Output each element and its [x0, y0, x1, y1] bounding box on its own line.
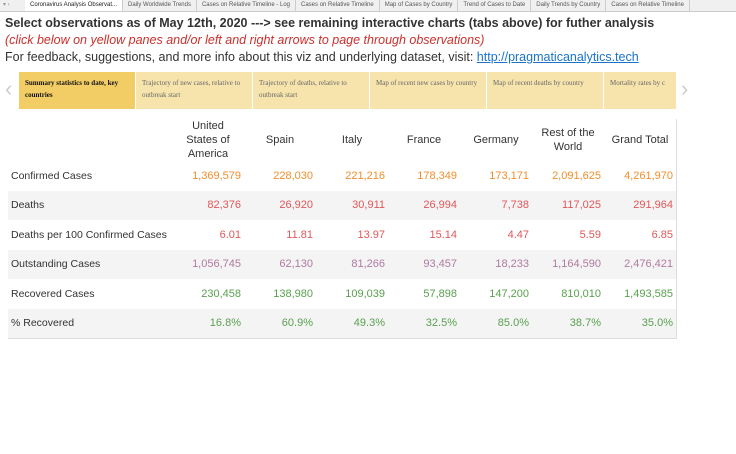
table-cell: 1,164,590 — [532, 249, 604, 279]
table-cell: 230,458 — [201, 287, 241, 300]
table-cell: 1,056,745 — [172, 249, 244, 279]
table-cell: 15.14 — [429, 228, 457, 241]
sheet-tab[interactable]: Map of Cases by Country — [380, 0, 459, 11]
story-pane[interactable]: Mortality rates by c — [604, 72, 676, 109]
column-header: Italy — [341, 134, 363, 146]
table-cell: 4,261,970 — [624, 169, 673, 182]
table-cell: 30,911 — [316, 190, 388, 220]
row-label: Confirmed Cases — [11, 169, 93, 182]
row-label: Recovered Cases — [11, 287, 95, 300]
table-row: Recovered Cases 230,458 138,980 109,039 57,8… — [8, 279, 676, 309]
table-cell: 2,476,421 — [604, 249, 676, 279]
story-panes: Summary statistics to date, key countrie… — [19, 72, 677, 109]
table-cell: 26,994 — [388, 190, 460, 220]
table-cell: 2,091,625 — [552, 169, 601, 182]
story-pane[interactable]: Map of recent new cases by country — [370, 72, 486, 109]
table-cell: 81,266 — [316, 249, 388, 279]
table-cell: 62,130 — [244, 249, 316, 279]
table-cell: 85.0% — [460, 308, 532, 338]
table-cell: 57,898 — [423, 287, 457, 300]
table-cell: 221,216 — [345, 169, 385, 182]
header: Select observations as of May 12th, 2020… — [0, 12, 736, 66]
column-header: Rest of the World — [541, 127, 595, 153]
sheet-tab[interactable]: Cases on Relative Timeline — [296, 0, 380, 11]
sheet-tab[interactable]: Daily Trends by Country — [531, 0, 607, 11]
column-header: United States of America — [186, 120, 230, 160]
table-cell: 5.59 — [579, 228, 601, 241]
table-cell: 11.81 — [286, 228, 313, 241]
table-row: Outstanding Cases 1,056,745 62,130 81,266 93… — [8, 249, 676, 279]
table-cell: 7,738 — [460, 190, 532, 220]
sheet-tab[interactable]: Trend of Cases to Date — [458, 0, 532, 11]
story-pane[interactable]: Trajectory of new cases, relative to out… — [136, 72, 252, 109]
table-cell: 93,457 — [388, 249, 460, 279]
table-row: Deaths per 100 Confirmed Cases 6.01 11.81 1… — [8, 220, 676, 250]
story-pane[interactable]: Map of recent deaths by country — [487, 72, 603, 109]
row-label: Deaths — [8, 190, 172, 220]
row-label: Deaths per 100 Confirmed Cases — [11, 228, 167, 241]
website-link[interactable]: http://pragmaticanalytics.tech — [476, 50, 639, 64]
sheet-tabs: ▾ ‹ Coronavirus Analysis Observat... Dail… — [0, 0, 736, 12]
summary-table: United States of America Spain Italy France… — [8, 119, 676, 338]
tab-scroll-icon[interactable]: ▾ ‹ — [3, 2, 10, 8]
sheet-tab[interactable]: Coronavirus Analysis Observat... — [25, 0, 124, 11]
table-cell: 60.9% — [244, 308, 316, 338]
table-cell: 6.01 — [219, 228, 241, 241]
table-cell: 1,369,579 — [192, 169, 241, 182]
page-title: Select observations as of May 12th, 2020… — [5, 16, 655, 30]
column-header: Grand Total — [611, 134, 669, 146]
table-cell: 16.8% — [172, 308, 244, 338]
sheet-tab[interactable]: Daily Worldwide Trends — [123, 0, 197, 11]
table-cell: 138,980 — [273, 287, 313, 300]
table-cell: 26,920 — [244, 190, 316, 220]
table-cell: 6.85 — [651, 228, 673, 241]
table-cell: 147,200 — [489, 287, 529, 300]
feedback-text: For feedback, suggestions, and more info… — [5, 49, 731, 66]
table-cell: 1,493,585 — [624, 287, 673, 300]
sheet-tab[interactable]: Cases on Relative Timeline - Log — [197, 0, 297, 11]
table-cell: 291,964 — [604, 190, 676, 220]
table-cell: 35.0% — [604, 308, 676, 338]
column-header: Spain — [265, 134, 295, 146]
story-navigator: ‹ Summary statistics to date, key countr… — [0, 72, 736, 109]
column-header: France — [406, 134, 442, 146]
feedback-label: For feedback, suggestions, and more info… — [5, 50, 477, 64]
table-row: Deaths 82,376 26,920 30,911 26,994 7,738 117,0… — [8, 190, 676, 220]
table-cell: 109,039 — [345, 287, 385, 300]
sheet-tab[interactable]: Cases on Relative Timeline — [606, 0, 690, 11]
table-cell: 810,010 — [561, 287, 601, 300]
row-label: % Recovered — [8, 308, 172, 338]
table-cell: 4.47 — [507, 228, 529, 241]
table-cell: 38.7% — [532, 308, 604, 338]
table-cell: 32.5% — [388, 308, 460, 338]
story-pane[interactable]: Summary statistics to date, key countrie… — [19, 72, 135, 109]
table-cell: 18,233 — [460, 249, 532, 279]
summary-table-container: United States of America Spain Italy France… — [8, 119, 677, 339]
table-cell: 13.97 — [357, 228, 385, 241]
prev-arrow-icon[interactable]: ‹ — [5, 76, 13, 101]
table-cell: 82,376 — [172, 190, 244, 220]
column-header: Germany — [473, 134, 519, 146]
table-cell: 173,171 — [489, 169, 529, 182]
instructions: (click below on yellow panes and/or left… — [5, 33, 485, 47]
table-row: Confirmed Cases 1,369,579 228,030 221,216 17… — [8, 161, 676, 191]
table-cell: 178,349 — [417, 169, 457, 182]
table-row: % Recovered 16.8% 60.9% 49.3% 32.5% 85.0% 38.7… — [8, 308, 676, 338]
table-cell: 49.3% — [316, 308, 388, 338]
row-label: Outstanding Cases — [8, 249, 172, 279]
corner-header — [8, 119, 172, 161]
table-cell: 228,030 — [273, 169, 313, 182]
table-cell: 117,025 — [532, 190, 604, 220]
next-arrow-icon[interactable]: › — [681, 76, 689, 101]
story-pane[interactable]: Trajectory of deaths, relative to outbre… — [253, 72, 369, 109]
